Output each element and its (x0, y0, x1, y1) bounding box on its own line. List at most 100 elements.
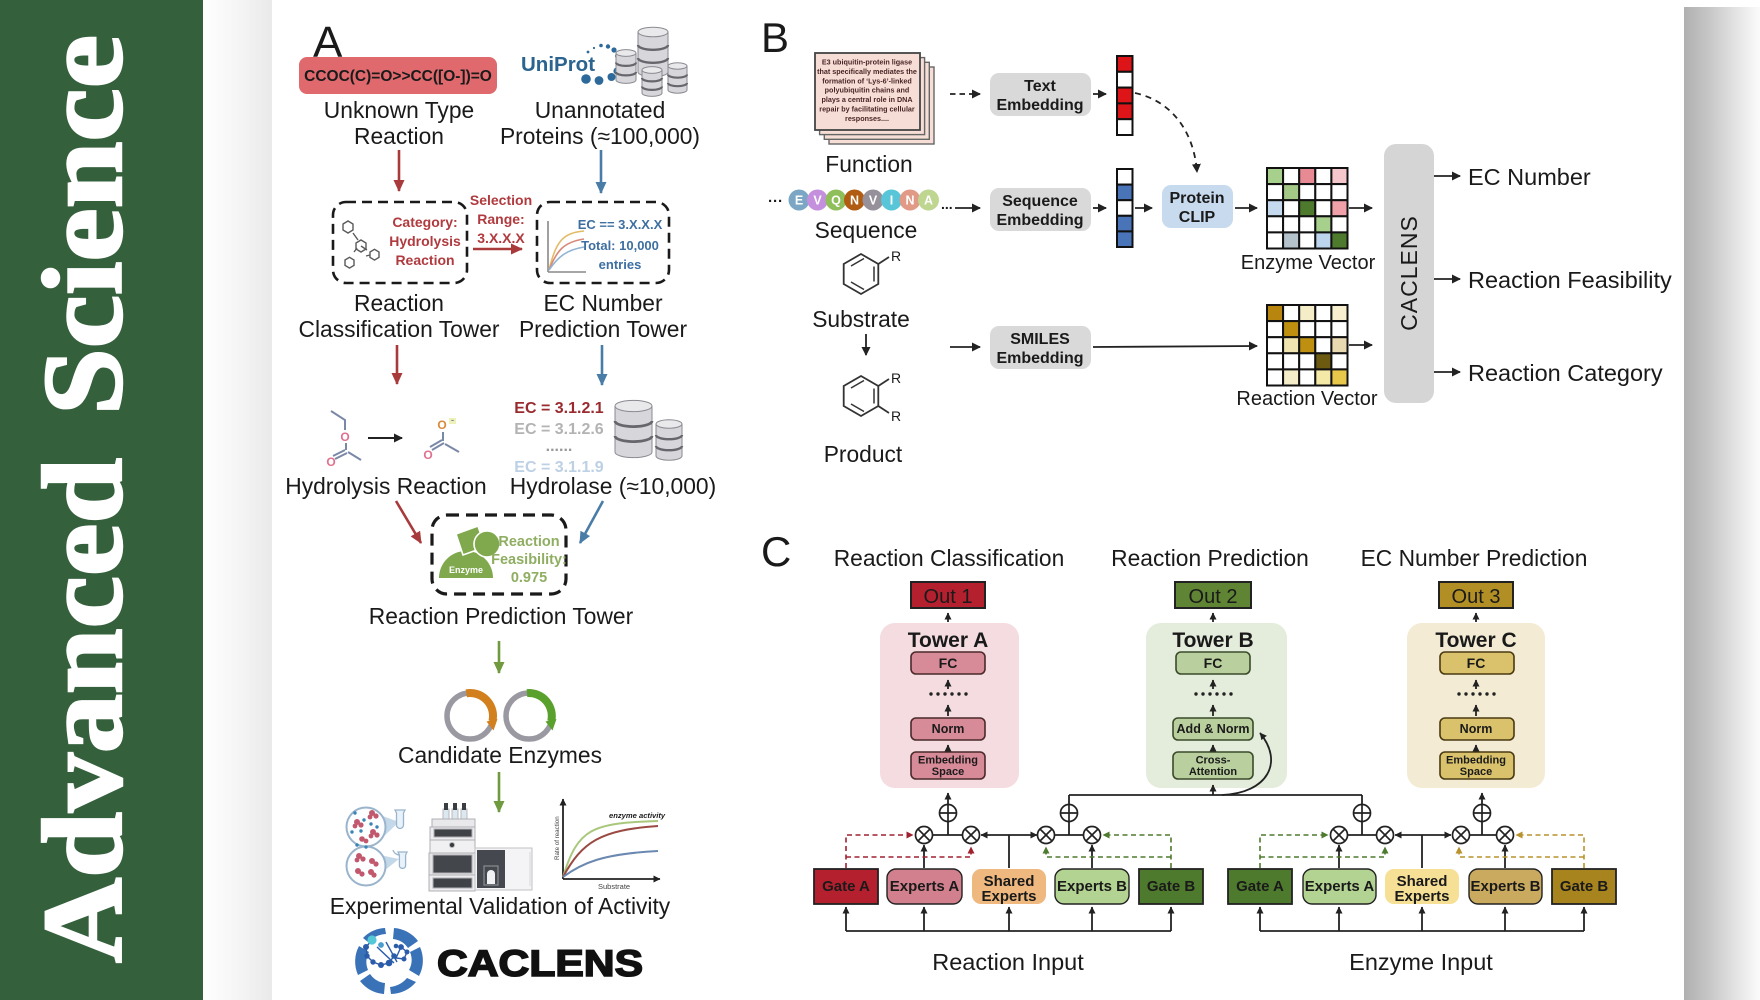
svg-text:Add & Norm: Add & Norm (1177, 722, 1250, 736)
svg-text:Reaction Feasibility: Reaction Feasibility (1468, 267, 1672, 293)
svg-text:Norm: Norm (932, 722, 965, 736)
svg-text:EC = 3.1.1.9: EC = 3.1.1.9 (514, 459, 603, 476)
svg-text:Embedding: Embedding (996, 350, 1083, 367)
svg-text:Candidate Enzymes: Candidate Enzymes (398, 742, 602, 768)
svg-text:V: V (813, 194, 822, 208)
svg-text:CACLENS: CACLENS (1396, 215, 1422, 331)
svg-text:Experts B: Experts B (1470, 878, 1540, 895)
svg-text:Sequence: Sequence (1002, 193, 1078, 210)
svg-text:Range:: Range: (477, 211, 524, 227)
svg-text:O: O (437, 418, 446, 432)
svg-text:formation of ‘Lys-6’-linked: formation of ‘Lys-6’-linked (822, 76, 912, 85)
svg-text:Reaction: Reaction (395, 252, 454, 268)
svg-text:N: N (905, 194, 914, 208)
svg-text:Space: Space (1460, 766, 1492, 778)
svg-text:Protein: Protein (1169, 190, 1224, 207)
svg-text:-: - (451, 415, 454, 425)
svg-text:Hydrolysis: Hydrolysis (389, 233, 461, 249)
svg-text:Gate A: Gate A (822, 878, 870, 895)
svg-text:polyubiquitin chains and: polyubiquitin chains and (825, 86, 910, 95)
svg-text:R: R (891, 248, 901, 264)
svg-text:Reaction Vector: Reaction Vector (1236, 388, 1378, 410)
svg-text:C: C (761, 528, 791, 575)
svg-text:Substrate: Substrate (812, 306, 910, 332)
svg-text:E3 ubiquitin-protein ligase: E3 ubiquitin-protein ligase (822, 58, 912, 67)
svg-text:EC == 3.X.X.X: EC == 3.X.X.X (578, 217, 663, 232)
svg-text:......: ...... (546, 438, 573, 455)
svg-text:Sequence: Sequence (815, 217, 918, 243)
svg-text:0.975: 0.975 (511, 570, 547, 586)
svg-text:EC = 3.1.2.6: EC = 3.1.2.6 (514, 421, 603, 438)
svg-text:N: N (850, 194, 859, 208)
svg-text:Tower B: Tower B (1172, 629, 1253, 652)
svg-text:Classification Tower: Classification Tower (298, 316, 499, 342)
svg-text:Gate B: Gate B (1147, 878, 1196, 895)
svg-text:I: I (890, 194, 893, 208)
svg-text:Science: Science (21, 35, 146, 415)
svg-text:Reaction Prediction Tower: Reaction Prediction Tower (369, 603, 634, 629)
svg-text:Cross-: Cross- (1196, 755, 1231, 767)
svg-text:Substrate: Substrate (598, 882, 630, 891)
svg-text:E: E (795, 194, 803, 208)
svg-text:CCOC(C)=O>>CC([O-])=O: CCOC(C)=O>>CC([O-])=O (304, 68, 492, 85)
svg-text:responses....: responses.... (845, 114, 889, 123)
svg-text:Enzyme: Enzyme (449, 565, 483, 575)
svg-text:that specifically mediates the: that specifically mediates the (817, 67, 917, 76)
svg-text:R: R (891, 408, 901, 424)
svg-text:EC = 3.1.2.1: EC = 3.1.2.1 (514, 400, 603, 417)
svg-text:Product: Product (824, 441, 903, 467)
svg-text:Embedding: Embedding (1446, 755, 1506, 767)
svg-text:Embedding: Embedding (996, 97, 1083, 114)
svg-text:repair by facilitating cellula: repair by facilitating cellular (819, 105, 915, 114)
svg-text:FC: FC (1467, 655, 1486, 671)
svg-text:CACLENS: CACLENS (437, 943, 643, 984)
svg-text:Norm: Norm (1460, 722, 1493, 736)
svg-text:entries: entries (599, 257, 642, 272)
svg-text:CLIP: CLIP (1179, 209, 1216, 226)
svg-text:EC Number: EC Number (543, 290, 662, 316)
svg-text:Enzyme Input: Enzyme Input (1349, 949, 1493, 975)
svg-text:Function: Function (825, 151, 912, 177)
svg-text:Text: Text (1024, 78, 1056, 95)
svg-text:Embedding: Embedding (918, 755, 978, 767)
svg-text:Embedding: Embedding (996, 212, 1083, 229)
svg-text:Hydrolysis Reaction: Hydrolysis Reaction (285, 473, 486, 499)
svg-text:EC Number Prediction: EC Number Prediction (1361, 545, 1588, 571)
svg-text:Shared: Shared (984, 873, 1035, 890)
svg-text:Advanced: Advanced (21, 458, 146, 963)
svg-text:O: O (340, 430, 349, 444)
svg-text:Rate of reaction: Rate of reaction (554, 816, 561, 860)
svg-text:O: O (423, 448, 432, 462)
svg-text:Selection: Selection (470, 192, 532, 208)
svg-text:R: R (891, 370, 901, 386)
svg-text:···: ··· (768, 193, 783, 210)
svg-text:SMILES: SMILES (1010, 331, 1070, 348)
svg-text:enzyme activity: enzyme activity (609, 811, 666, 820)
svg-text:Out 1: Out 1 (924, 586, 973, 608)
svg-text:Experts: Experts (1394, 888, 1449, 905)
svg-text:...: ... (941, 196, 953, 212)
svg-text:Out 3: Out 3 (1452, 586, 1501, 608)
svg-text:3.X.X.X: 3.X.X.X (477, 230, 525, 246)
svg-text:Prediction Tower: Prediction Tower (519, 316, 688, 342)
svg-text:FC: FC (939, 655, 958, 671)
svg-text:Out 2: Out 2 (1189, 586, 1238, 608)
svg-text:Enzyme Vector: Enzyme Vector (1241, 252, 1376, 274)
svg-text:Reaction Classification: Reaction Classification (834, 545, 1065, 571)
svg-text:Gate A: Gate A (1236, 878, 1284, 895)
svg-text:Category:: Category: (392, 214, 457, 230)
svg-text:Reaction: Reaction (498, 534, 559, 550)
svg-text:Reaction: Reaction (354, 123, 444, 149)
svg-text:Experts A: Experts A (1305, 878, 1375, 895)
svg-text:Experts: Experts (981, 888, 1036, 905)
svg-text:V: V (869, 194, 878, 208)
svg-text:Unknown Type: Unknown Type (324, 97, 474, 123)
svg-text:Reaction: Reaction (354, 290, 444, 316)
svg-text:Experimental Validation of Act: Experimental Validation of Activity (330, 893, 671, 919)
svg-text:Proteins (≈100,000): Proteins (≈100,000) (500, 123, 700, 149)
svg-text:Reaction Category: Reaction Category (1468, 360, 1663, 386)
svg-text:Reaction Prediction: Reaction Prediction (1111, 545, 1309, 571)
svg-text:Experts B: Experts B (1057, 878, 1127, 895)
svg-text:Hydrolase (≈10,000): Hydrolase (≈10,000) (510, 473, 716, 499)
svg-text:UniProt: UniProt (521, 53, 595, 76)
